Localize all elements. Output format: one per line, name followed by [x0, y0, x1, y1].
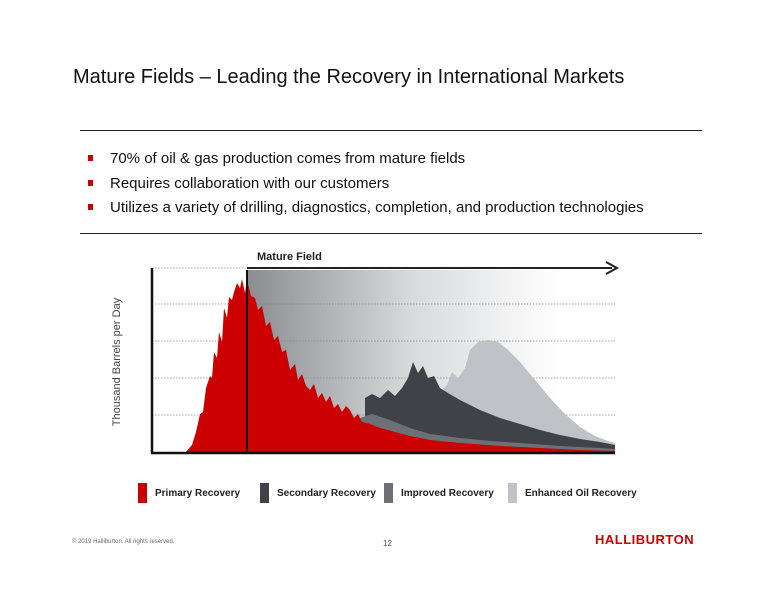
- bullet-square-icon: [88, 204, 93, 210]
- bullet-text: 70% of oil & gas production comes from m…: [110, 150, 466, 167]
- bullet-square-icon: [88, 155, 93, 161]
- legend-label: Primary Recovery: [155, 487, 241, 499]
- legend-label: Improved Recovery: [401, 487, 494, 499]
- bullet-square-icon: [88, 179, 93, 186]
- bullet-item: Requires collaboration with our customer…: [88, 172, 644, 197]
- bullet-text: Requires collaboration with our customer…: [110, 174, 390, 192]
- chart-legend: Primary Recovery Secondary Recovery Impr…: [0, 483, 776, 505]
- bullet-list: 70% of oil & gas production comes from m…: [88, 147, 644, 221]
- legend-label: Secondary Recovery: [277, 487, 376, 499]
- legend-item-improved: Improved Recovery: [384, 483, 494, 503]
- legend-item-primary: Primary Recovery: [138, 483, 240, 503]
- bottom-divider: [80, 233, 702, 234]
- arrow-right-icon: [605, 261, 620, 275]
- halliburton-logo: HALLIBURTON: [595, 532, 695, 547]
- bullet-item: Utilizes a variety of drilling, diagnost…: [88, 196, 644, 221]
- top-divider: [80, 130, 702, 131]
- bullet-text: Utilizes a variety of drilling, diagnost…: [110, 199, 644, 216]
- page-number: 12: [383, 539, 392, 548]
- legend-label: Enhanced Oil Recovery: [525, 487, 637, 499]
- legend-swatch: [384, 483, 393, 503]
- legend-swatch: [508, 483, 517, 503]
- bullet-item: 70% of oil & gas production comes from m…: [88, 147, 644, 172]
- y-axis-label: Thousand Barrels per Day: [111, 297, 123, 427]
- slide-title: Mature Fields – Leading the Recovery in …: [73, 66, 625, 88]
- legend-swatch: [260, 483, 269, 503]
- copyright-text: © 2019 Halliburton. All rights reserved.: [72, 539, 175, 545]
- legend-item-enhanced: Enhanced Oil Recovery: [508, 483, 637, 503]
- legend-swatch: [138, 483, 147, 503]
- series-secondary-recovery-area: [365, 362, 615, 453]
- series-primary-recovery-area: [185, 279, 615, 453]
- mature-field-label: Mature Field: [257, 251, 322, 263]
- legend-item-secondary: Secondary Recovery: [260, 483, 376, 503]
